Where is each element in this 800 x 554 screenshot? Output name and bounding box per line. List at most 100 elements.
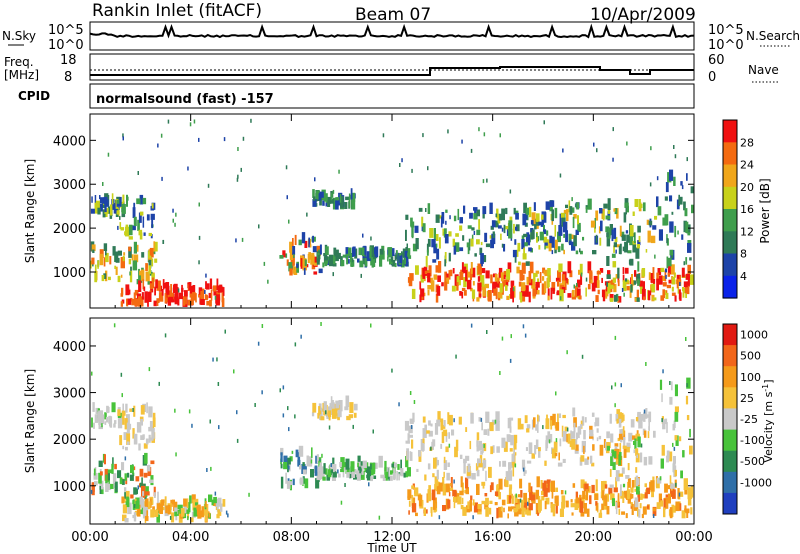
echo-cell [662, 282, 667, 287]
echo-cell [350, 188, 353, 200]
echo-cell [647, 431, 650, 439]
echo-cell [385, 470, 388, 481]
echo-cell [607, 270, 611, 279]
echo-cell [430, 280, 435, 292]
echo-cell [429, 228, 434, 238]
echo-cell [206, 295, 209, 300]
echo-cell [470, 323, 473, 328]
echo-cell [443, 420, 446, 427]
echo-cell [313, 196, 316, 201]
echo-cell [580, 479, 585, 489]
echo-cell [465, 455, 470, 461]
echo-cell [478, 463, 483, 468]
echo-cell [126, 194, 128, 207]
echo-cell [128, 289, 131, 295]
echo-cell [623, 490, 627, 495]
echo-cell [336, 413, 339, 419]
echo-cell [415, 238, 419, 250]
echo-cell [411, 497, 416, 508]
echo-cell [401, 158, 403, 163]
echo-cell [404, 257, 406, 265]
echo-cell [319, 244, 322, 255]
echo-cell [543, 120, 545, 125]
echo-cell [610, 453, 613, 457]
echo-cell [346, 472, 350, 478]
echo-cell [332, 272, 334, 277]
echo-cell [612, 498, 615, 507]
echo-cell [198, 294, 201, 298]
echo-cell [132, 428, 135, 439]
echo-cell [521, 235, 525, 242]
echo-cell [348, 193, 351, 199]
echo-cell [121, 211, 126, 218]
echo-cell [480, 450, 484, 455]
echo-cell [105, 416, 109, 423]
echo-cell [183, 290, 188, 297]
echo-cell [153, 241, 158, 252]
echo-cell [405, 440, 410, 444]
echo-cell [568, 240, 572, 246]
echo-cell [544, 460, 547, 466]
colorbar-tick: 20 [740, 181, 754, 194]
echo-cell [189, 495, 192, 504]
echo-cell [650, 273, 653, 283]
echo-cell [117, 470, 122, 479]
echo-cell [525, 447, 528, 451]
echo-cell [609, 468, 612, 477]
echo-cell [161, 176, 163, 181]
echo-cell [545, 497, 550, 505]
echo-cell [470, 148, 473, 153]
echo-cell [621, 288, 624, 292]
echo-cell [114, 483, 118, 489]
echo-cell [316, 454, 319, 464]
echo-cell [124, 456, 127, 461]
echo-cell [683, 478, 688, 490]
echo-cell [522, 253, 527, 260]
echo-cell [498, 492, 501, 500]
echo-cell [159, 503, 163, 514]
echo-cell [158, 292, 164, 302]
echo-cell [444, 275, 447, 285]
echo-cell [578, 295, 582, 300]
echo-cell [137, 219, 140, 231]
echo-cell [107, 483, 112, 491]
echo-cell [123, 498, 126, 503]
echo-cell [481, 500, 486, 505]
echo-cell [503, 441, 508, 452]
echo-cell [223, 137, 226, 142]
echo-cell [480, 275, 485, 287]
echo-cell [121, 496, 125, 504]
echo-cell [476, 209, 480, 217]
echo-cell [119, 435, 123, 446]
echo-cell [189, 122, 192, 127]
echo-cell [620, 484, 622, 496]
echo-cell [101, 200, 105, 208]
echo-cell [633, 232, 636, 244]
echo-cell [501, 336, 504, 341]
echo-cell [415, 512, 418, 517]
echo-cell [543, 236, 548, 243]
echo-cell [119, 196, 122, 207]
x-tick-label: 20:00 [575, 530, 612, 545]
echo-cell [330, 396, 333, 408]
echo-cell [410, 420, 414, 424]
echo-cell [408, 255, 412, 259]
echo-cell [188, 409, 191, 414]
echo-cell [126, 414, 130, 423]
echo-cell [236, 438, 239, 443]
echo-cell [596, 148, 598, 153]
echo-cell [139, 274, 143, 283]
echo-cell [405, 471, 408, 478]
echo-cell [671, 488, 674, 497]
echo-cell [465, 427, 468, 432]
echo-cell [279, 388, 281, 393]
echo-cell [524, 242, 528, 247]
echo-cell [372, 429, 374, 434]
echo-cell [153, 486, 156, 497]
echo-cell [639, 503, 642, 509]
colorbar-tick: 28 [740, 136, 754, 149]
echo-cell [635, 448, 639, 456]
echo-cell [512, 465, 515, 477]
echo-cell [480, 417, 483, 422]
echo-cell [599, 208, 603, 214]
